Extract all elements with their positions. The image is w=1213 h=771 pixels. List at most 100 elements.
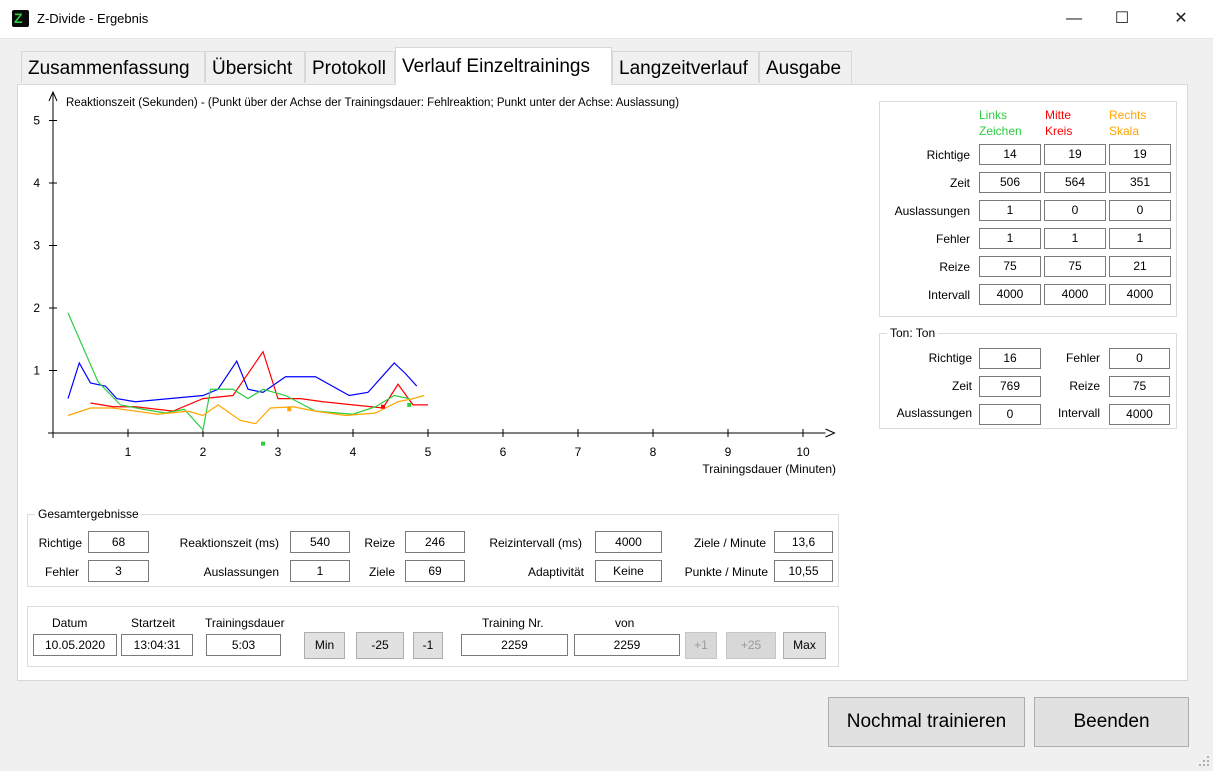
channel-results-group: [879, 101, 1177, 317]
channel-row-label: Zeit: [949, 176, 970, 190]
close-icon[interactable]: ✕: [1174, 10, 1188, 27]
beenden-button[interactable]: Beenden: [1034, 697, 1189, 747]
startzeit-field: 13:04:31: [121, 634, 193, 656]
channel-row-label: Fehler: [935, 232, 970, 246]
nochmal-trainieren-button[interactable]: Nochmal trainieren: [828, 697, 1025, 747]
trainingsdauer-label: Trainingsdauer: [205, 616, 285, 630]
chart-point: [407, 402, 412, 407]
gesamt-punkte-minute-field: 10,55: [774, 560, 833, 582]
channel-row-label: Intervall: [927, 288, 970, 302]
x-axis-arrow-icon: [825, 428, 836, 438]
y-tick-label: 3: [33, 239, 40, 253]
ton-reize-field: 75: [1109, 376, 1170, 397]
tab-uebersicht[interactable]: Übersicht: [205, 51, 305, 83]
nav-plus1-button[interactable]: +1: [685, 632, 717, 659]
channel-header-2: Rechts Skala: [1109, 107, 1146, 139]
chart-point: [381, 404, 385, 409]
gesamt-auslassungen-label: Auslassungen: [203, 565, 279, 579]
ton-auslassungen-label: Auslassungen: [896, 406, 972, 420]
ton-auslassungen-field: 0: [979, 404, 1041, 425]
nav-max-button[interactable]: Max: [783, 632, 826, 659]
window-title: Z-Divide - Ergebnis: [37, 11, 149, 26]
channel-value-field: 75: [979, 256, 1041, 277]
y-tick-label: 2: [33, 301, 40, 315]
x-tick-label: 1: [125, 445, 132, 459]
gesamt-reaktionszeit-field: 540: [290, 531, 350, 553]
x-tick-label: 7: [575, 445, 582, 459]
y-tick-label: 4: [33, 176, 40, 190]
gesamt-fehler-label: Fehler: [44, 565, 79, 579]
channel-value-field: 1: [1109, 228, 1171, 249]
x-tick-label: 6: [500, 445, 507, 459]
tab-langzeitverlauf[interactable]: Langzeitverlauf: [612, 51, 759, 83]
channel-value-field: 19: [1109, 144, 1171, 165]
gesamt-reizintervall-label: Reizintervall (ms): [489, 536, 582, 550]
channel-value-field: 0: [1109, 200, 1171, 221]
gesamt-adaptivitaet-label: Adaptivität: [527, 565, 584, 579]
minimize-icon[interactable]: —: [1066, 10, 1082, 27]
channel-value-field: 1: [979, 200, 1041, 221]
channel-value-field: 0: [1044, 200, 1106, 221]
resize-grip-icon[interactable]: [1198, 755, 1210, 767]
series-line-2: [67, 312, 410, 432]
channel-value-field: 14: [979, 144, 1041, 165]
gesamtergebnisse-group: [27, 514, 839, 587]
ton-intervall-field: 4000: [1109, 404, 1170, 425]
channel-header-line2: Kreis: [1045, 124, 1073, 138]
x-tick-label: 10: [796, 445, 810, 459]
ton-zeit-label: Zeit: [951, 379, 972, 393]
gesamt-fehler-field: 3: [88, 560, 149, 582]
app-logo-icon: Z: [12, 10, 29, 27]
ton-group-title: Ton: Ton: [887, 326, 939, 340]
nav-minus25-button[interactable]: -25: [356, 632, 404, 659]
startzeit-label: Startzeit: [131, 616, 176, 630]
channel-value-field: 21: [1109, 256, 1171, 277]
x-tick-label: 3: [275, 445, 282, 459]
maximize-icon[interactable]: ☐: [1114, 10, 1130, 27]
ton-intervall-label: Intervall: [1057, 406, 1100, 420]
gesamt-adaptivitaet-field: Keine: [595, 560, 662, 582]
title-bar: Z Z-Divide - Ergebnis — ☐ ✕: [0, 0, 1213, 39]
y-tick-label: 5: [33, 114, 40, 128]
tab-protokoll[interactable]: Protokoll: [305, 51, 395, 83]
x-tick-label: 5: [425, 445, 432, 459]
ton-zeit-field: 769: [979, 376, 1041, 397]
gesamt-ziele-minute-label: Ziele / Minute: [693, 536, 766, 550]
channel-value-field: 1: [1044, 228, 1106, 249]
ton-richtige-label: Richtige: [928, 351, 972, 365]
channel-header-line1: Rechts: [1109, 108, 1147, 122]
gesamt-richtige-field: 68: [88, 531, 149, 553]
chart-title: Reaktionszeit (Sekunden) - (Punkt über d…: [66, 97, 679, 109]
gesamt-reaktionszeit-label: Reaktionszeit (ms): [179, 536, 279, 550]
tab-zusammenfassung[interactable]: Zusammenfassung: [21, 51, 205, 83]
nav-plus25-button[interactable]: +25: [726, 632, 776, 659]
y-tick-label: 1: [33, 364, 40, 378]
channel-value-field: 4000: [979, 284, 1041, 305]
reaction-time-chart: 1 2 3 4 5 6 7 8 9 10 1 2 3 4 5 Reaktionszeit (Sekunden…: [33, 90, 836, 476]
nav-minus1-button[interactable]: -1: [413, 632, 443, 659]
tab-ausgabe[interactable]: Ausgabe: [759, 51, 852, 83]
gesamt-punkte-minute-label: Punkte / Minute: [684, 565, 768, 579]
channel-value-field: 351: [1109, 172, 1171, 193]
channel-value-field: 4000: [1109, 284, 1171, 305]
chart-point: [261, 441, 265, 446]
nav-min-button[interactable]: Min: [304, 632, 345, 659]
series-line-0: [67, 359, 418, 403]
series-line-1: [90, 350, 428, 412]
channel-row-label: Auslassungen: [894, 204, 970, 218]
gesamt-ziele-minute-field: 13,6: [774, 531, 833, 553]
channel-header-1: Mitte Kreis: [1045, 107, 1072, 139]
channel-value-field: 19: [1044, 144, 1106, 165]
channel-value-field: 75: [1044, 256, 1106, 277]
gesamt-auslassungen-field: 1: [290, 560, 350, 582]
datum-field: 10.05.2020: [33, 634, 117, 656]
x-tick-label: 8: [650, 445, 657, 459]
ton-fehler-field: 0: [1109, 348, 1170, 369]
x-tick-label: 2: [200, 445, 207, 459]
gesamt-ziele-label: Ziele: [368, 565, 395, 579]
gesamt-reizintervall-field: 4000: [595, 531, 662, 553]
channel-value-field: 506: [979, 172, 1041, 193]
channel-row-label: Reize: [939, 260, 970, 274]
x-tick-label: 4: [350, 445, 357, 459]
tab-verlauf-einzeltrainings[interactable]: Verlauf Einzeltrainings: [395, 47, 612, 85]
